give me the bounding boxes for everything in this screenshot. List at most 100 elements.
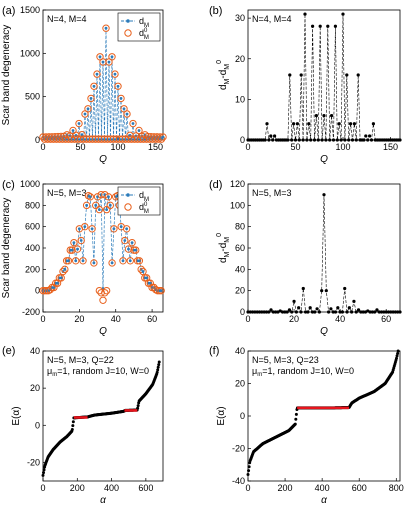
difference-point xyxy=(398,138,402,142)
y-tick-label: 40 xyxy=(30,346,40,356)
y-tick-label: 20 xyxy=(235,54,245,64)
x-tick-label: 50 xyxy=(75,142,85,152)
series-dm-line xyxy=(42,28,164,141)
legend-entry-base: d xyxy=(139,202,144,212)
x-tick-label: 150 xyxy=(383,142,398,152)
difference-point xyxy=(315,307,319,311)
difference-point xyxy=(326,24,330,28)
d0m-point xyxy=(126,257,134,265)
annotation: N=4, M=4 xyxy=(47,14,87,24)
y-tick-label: 20 xyxy=(235,286,245,296)
difference-point xyxy=(274,310,278,314)
spectrum-point xyxy=(247,465,251,469)
difference-point xyxy=(251,310,255,314)
x-tick-label: 150 xyxy=(148,142,163,152)
d0m-point xyxy=(157,286,165,295)
difference-point xyxy=(368,134,372,138)
d0m-point xyxy=(59,267,67,276)
annotation-mu: μ xyxy=(252,366,257,376)
dm-point xyxy=(121,259,125,263)
y-tick-label: 0 xyxy=(35,135,40,145)
dm-point xyxy=(148,281,152,285)
y-tick-label: -200 xyxy=(22,307,40,317)
difference-point xyxy=(308,306,312,310)
difference-point xyxy=(347,138,351,142)
spectrum-point xyxy=(157,363,161,367)
difference-point xyxy=(262,310,266,314)
dm-point xyxy=(127,247,130,251)
difference-point xyxy=(287,308,292,312)
d0m-point xyxy=(101,289,109,297)
x-tick-label: 400 xyxy=(104,483,119,493)
y-tick-label: 30 xyxy=(235,13,245,23)
dm-point xyxy=(159,289,163,293)
annotation: N=4, M=4 xyxy=(252,14,292,24)
difference-point xyxy=(343,286,347,291)
y-axis-label: dM-dM0 xyxy=(216,60,231,90)
y-axis-label: E(α) xyxy=(216,406,227,425)
legend-box xyxy=(117,12,161,42)
d0m-point xyxy=(135,257,144,265)
spectrum-point xyxy=(396,349,400,353)
dm-point xyxy=(52,286,56,289)
y-tick-label: 1000 xyxy=(20,179,40,189)
difference-point xyxy=(257,310,262,314)
legend-marker-d0m xyxy=(124,29,132,37)
dm-point xyxy=(76,247,79,251)
dm-point xyxy=(130,241,134,245)
difference-point xyxy=(299,73,303,77)
difference-point xyxy=(322,114,326,118)
y-axis-label: Scar band degeneracy xyxy=(1,25,12,126)
difference-point xyxy=(335,138,339,142)
d0m-point xyxy=(119,257,127,265)
d0m-point xyxy=(102,286,111,295)
d0m-point xyxy=(137,265,145,274)
x-tick-label: 0 xyxy=(245,483,250,493)
difference-point xyxy=(267,310,271,314)
y-tick-label: 100 xyxy=(230,200,245,210)
difference-point xyxy=(264,310,269,314)
d0m-point xyxy=(73,245,82,253)
difference-point xyxy=(361,310,365,314)
difference-point xyxy=(286,138,290,142)
d0m-point xyxy=(106,201,114,210)
legend-entry: d0 M xyxy=(139,202,149,215)
difference-point xyxy=(354,138,358,142)
x-tick-label: 60 xyxy=(147,314,157,324)
dm-point xyxy=(116,84,120,88)
difference-point xyxy=(331,310,335,314)
d0m-point xyxy=(90,82,98,90)
d0m-point xyxy=(88,225,96,233)
x-tick-label: 0 xyxy=(40,142,45,152)
difference-point xyxy=(309,138,313,142)
difference-point xyxy=(327,310,331,314)
difference-point xyxy=(384,310,388,314)
difference-point xyxy=(356,308,361,312)
dm-point xyxy=(98,55,102,59)
difference-point xyxy=(364,134,368,138)
y-label-part: -d xyxy=(218,70,229,79)
x-tick-label: 200 xyxy=(70,483,85,493)
difference-point xyxy=(371,122,375,126)
difference-point xyxy=(267,138,271,142)
difference-point xyxy=(253,310,257,314)
difference-point xyxy=(246,310,250,314)
difference-point xyxy=(324,138,328,142)
spectrum-point xyxy=(70,428,74,432)
spectrum-point xyxy=(41,473,45,477)
difference-point xyxy=(297,138,301,142)
x-tick-label: 50 xyxy=(290,142,300,152)
x-tick-label: 100 xyxy=(335,142,350,152)
d0m-point xyxy=(102,205,111,214)
x-tick-label: 0 xyxy=(245,142,250,152)
difference-point xyxy=(366,138,370,142)
d0m-point xyxy=(84,105,92,113)
x-tick-label: 800 xyxy=(389,483,404,493)
dm-point xyxy=(107,60,111,64)
legend-marker-dm xyxy=(126,19,130,23)
difference-point xyxy=(295,122,299,126)
panel-label: (d) xyxy=(209,179,222,191)
difference-point xyxy=(340,310,345,314)
x-tick-label: 600 xyxy=(138,483,153,493)
